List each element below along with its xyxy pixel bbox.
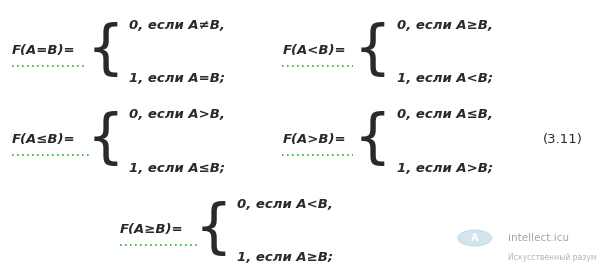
Text: 1, если A<B;: 1, если A<B; — [397, 72, 493, 85]
Circle shape — [458, 230, 492, 246]
Text: (3.11): (3.11) — [543, 134, 583, 146]
Text: intellect.icu: intellect.icu — [508, 233, 569, 243]
Text: 0, если A>B,: 0, если A>B, — [129, 108, 225, 121]
Text: {: { — [87, 111, 124, 169]
Text: 1, если A>B;: 1, если A>B; — [397, 162, 493, 174]
Text: F(A>B)=: F(A>B)= — [282, 134, 346, 146]
Text: {: { — [354, 111, 391, 169]
Text: 0, если A≥B,: 0, если A≥B, — [397, 19, 493, 32]
Text: F(A<B)=: F(A<B)= — [282, 44, 346, 57]
Text: A: A — [471, 233, 478, 243]
Text: 0, если A≠B,: 0, если A≠B, — [129, 19, 225, 32]
Text: {: { — [195, 201, 232, 258]
Text: 1, если A≥B;: 1, если A≥B; — [237, 251, 334, 264]
Text: Искусственный разум: Искусственный разум — [508, 253, 596, 262]
Text: F(A=B)=: F(A=B)= — [12, 44, 76, 57]
Text: {: { — [87, 22, 124, 79]
Text: F(A≤B)=: F(A≤B)= — [12, 134, 76, 146]
Text: 0, если A<B,: 0, если A<B, — [237, 198, 334, 211]
Text: 0, если A≤B,: 0, если A≤B, — [397, 108, 493, 121]
Text: {: { — [354, 22, 391, 79]
Text: 1, если A=B;: 1, если A=B; — [129, 72, 225, 85]
Text: F(A≥B)=: F(A≥B)= — [120, 223, 184, 236]
Text: 1, если A≤B;: 1, если A≤B; — [129, 162, 225, 174]
